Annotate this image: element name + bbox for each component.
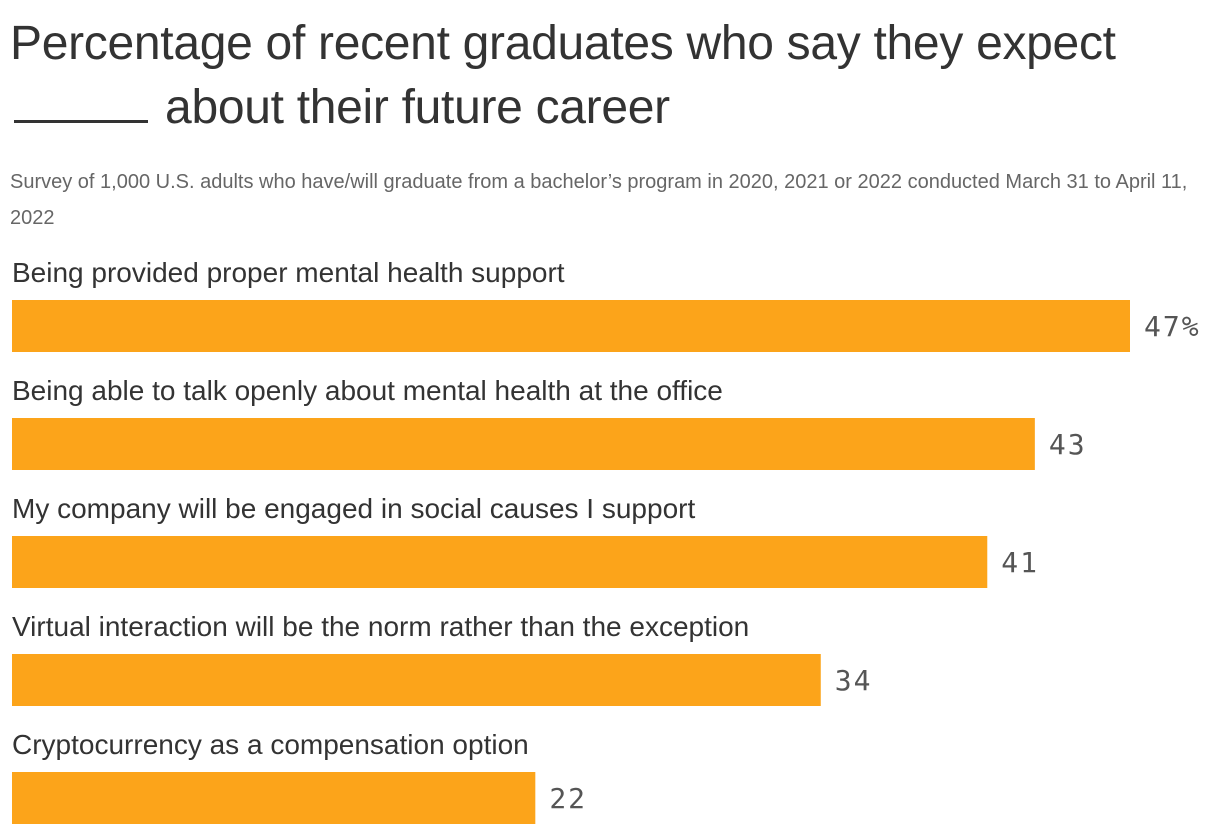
value-label: 41 (1001, 546, 1039, 579)
value-label: 43 (1049, 428, 1087, 461)
category-label: Cryptocurrency as a compensation option (12, 729, 529, 760)
bar (12, 300, 1130, 352)
bar (12, 772, 536, 824)
bar (12, 654, 821, 706)
chart-title: Percentage of recent graduates who say t… (10, 12, 1200, 140)
chart-title-part1: Percentage of recent graduates who say t… (10, 17, 1116, 70)
category-label: Virtual interaction will be the norm rat… (12, 611, 749, 642)
chart-subtitle: Survey of 1,000 U.S. adults who have/wil… (10, 171, 1188, 229)
title-blank-line (14, 78, 148, 123)
bar (12, 418, 1035, 470)
category-label: Being provided proper mental health supp… (12, 257, 565, 288)
value-label: 22 (549, 782, 587, 815)
bar (12, 536, 988, 588)
value-label: 34 (835, 664, 873, 697)
category-label: My company will be engaged in social cau… (12, 493, 695, 524)
chart-title-part2: about their future career (165, 81, 670, 134)
value-label: 47% (1144, 310, 1201, 343)
category-label: Being able to talk openly about mental h… (12, 375, 723, 406)
